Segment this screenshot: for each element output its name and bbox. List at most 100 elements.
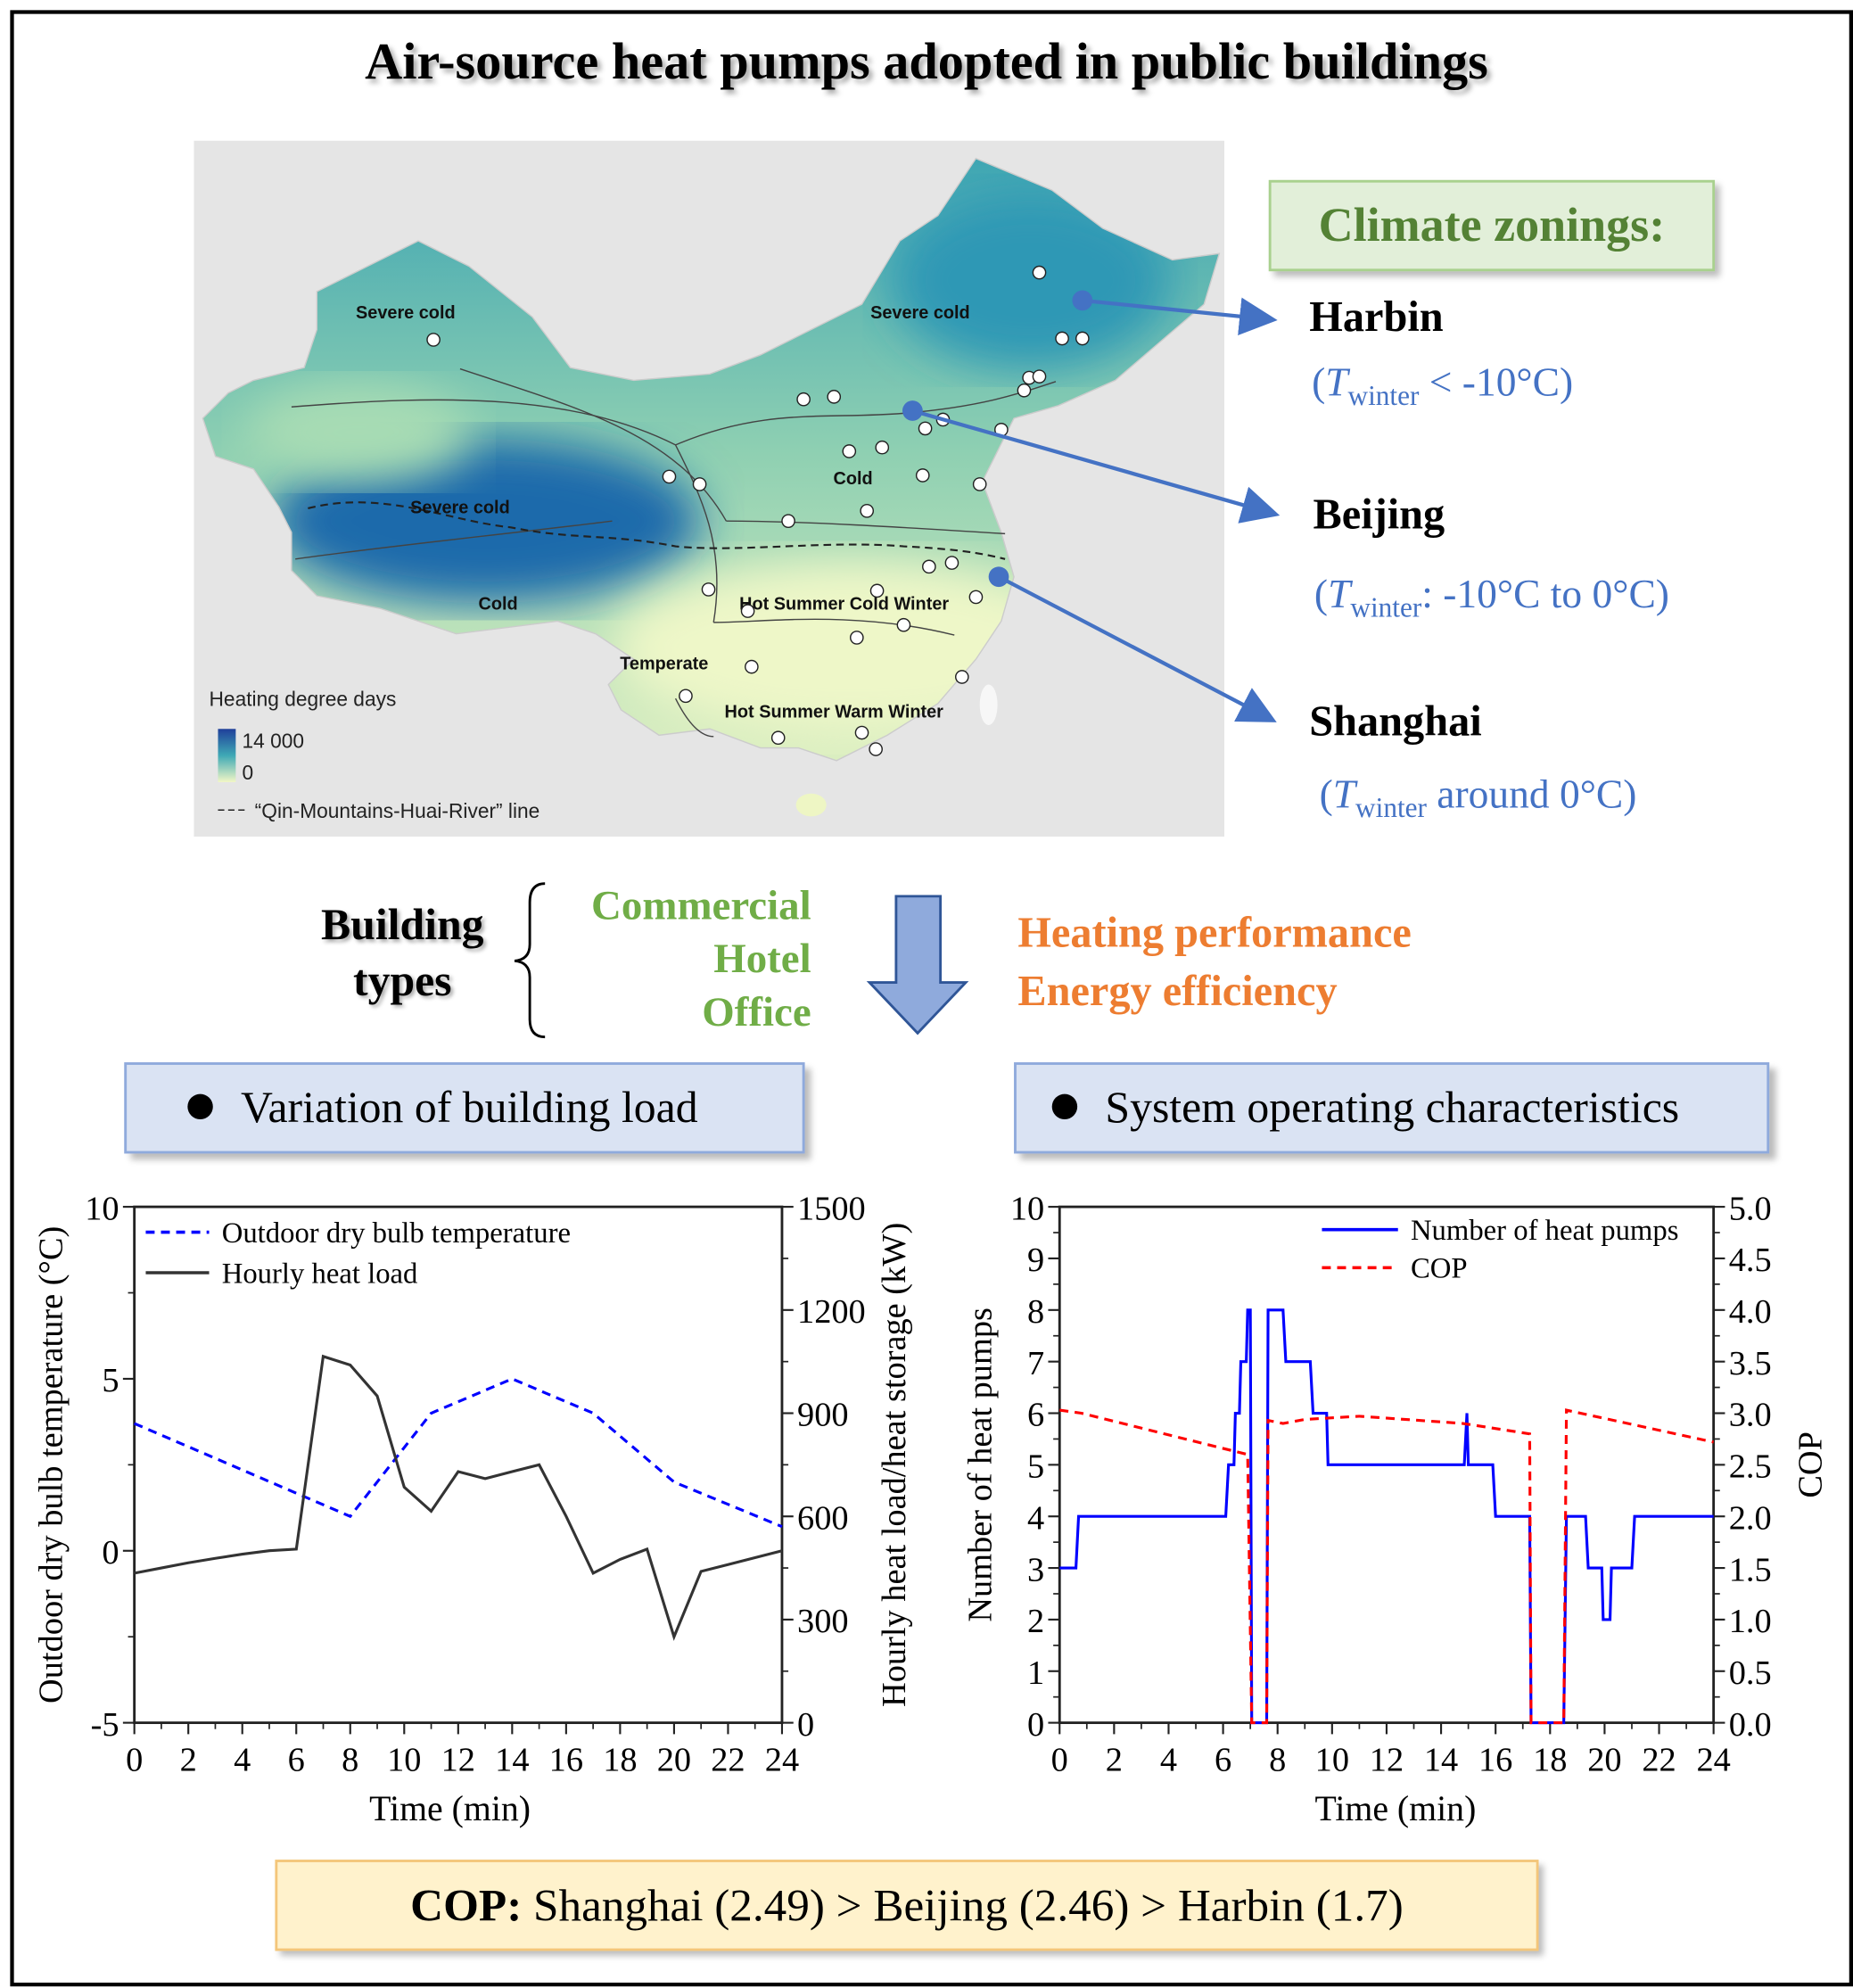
section-label: System operating characteristics: [1105, 1082, 1680, 1133]
x-tick-label: 12: [1370, 1742, 1404, 1779]
city-dot: [850, 631, 864, 645]
cop-ranking: Shanghai (2.49) > Beijing (2.46) > Harbi…: [522, 1879, 1404, 1931]
x-tick-label: 20: [1587, 1742, 1621, 1779]
y-tick-label: 5: [1027, 1448, 1044, 1486]
city-dot: [1055, 331, 1069, 346]
city-dot: [968, 590, 984, 605]
harbin-arrow: [1082, 297, 1278, 335]
t-symbol: T: [1332, 771, 1356, 817]
city-dot: [869, 742, 883, 756]
outer-frame: [10, 10, 1853, 1987]
x-tick-label: 14: [495, 1742, 529, 1779]
x-tick-label: 4: [1160, 1742, 1177, 1779]
shanghai-condition: (Twinter around 0°C): [1320, 771, 1637, 824]
legend-label: Hourly heat load: [222, 1258, 418, 1290]
y-axis-title: Outdoor dry bulb temperature (°C): [33, 1226, 70, 1703]
y2-tick-label: 2.0: [1729, 1499, 1772, 1537]
y2-tick-label: 0.0: [1729, 1706, 1772, 1744]
city-dot: [796, 392, 811, 407]
cop-label: COP:: [410, 1879, 523, 1931]
y2-tick-label: 4.5: [1729, 1241, 1772, 1279]
x-tick-label: 6: [288, 1742, 305, 1779]
y-tick-label: 10: [1010, 1190, 1044, 1227]
zone-label: Hot Summer Warm Winter: [725, 702, 944, 722]
y-tick-label: 9: [1027, 1241, 1044, 1279]
brace-icon: [514, 882, 546, 1039]
legend-max: 14 000: [242, 730, 304, 753]
city-dot: [915, 468, 930, 483]
x-tick-label: 20: [657, 1742, 691, 1779]
harbin-condition: (Twinter < -10°C): [1312, 359, 1573, 412]
x-tick-label: 24: [1696, 1742, 1730, 1779]
y2-tick-label: 1500: [797, 1190, 866, 1227]
outcome: Energy efficiency: [1017, 968, 1338, 1016]
section-label: Variation of building load: [241, 1082, 698, 1133]
beijing-condition: (Twinter: -10°C to 0°C): [1314, 571, 1669, 624]
taiwan-island: [979, 684, 998, 726]
x-tick-label: 16: [549, 1742, 583, 1779]
city-dot: [875, 440, 890, 455]
legend-line-label: “Qin-Mountains-Huai-River” line: [255, 799, 540, 822]
label-line: types: [352, 955, 452, 1006]
city-dot: [954, 670, 969, 684]
series-line-outdoor-dry-bulb-temperature: [134, 1377, 783, 1529]
climate-zonings-heading: Climate zonings:: [1268, 179, 1716, 272]
city-dot: [869, 583, 885, 598]
x-tick-label: 0: [126, 1742, 143, 1779]
building-types-label: Building types: [292, 897, 514, 1009]
beijing-marker: [902, 400, 923, 421]
y-tick-label: 1: [1027, 1654, 1044, 1692]
bullet-icon: [1051, 1093, 1078, 1119]
y2-tick-label: 1.0: [1729, 1603, 1772, 1640]
china-border: [202, 157, 1221, 762]
shanghai-marker: [988, 566, 1009, 588]
city-dot: [662, 469, 677, 484]
city-dot: [896, 617, 911, 632]
city-dot: [922, 559, 936, 574]
zone-label: Severe cold: [356, 303, 456, 323]
t-symbol: T: [1325, 359, 1348, 405]
t-symbol: T: [1328, 570, 1351, 616]
cop-conclusion: COP: Shanghai (2.49) > Beijing (2.46) > …: [275, 1860, 1539, 1951]
y-tick-label: 2: [1027, 1603, 1044, 1640]
bullet-icon: [187, 1093, 213, 1119]
city-dot: [827, 390, 842, 404]
y2-tick-label: 0: [797, 1706, 814, 1744]
zone-label: Cold: [833, 469, 872, 489]
label-line: Building: [320, 900, 484, 950]
qin-huai-line: [308, 501, 1006, 560]
x-axis-title: Time (min): [1314, 1789, 1476, 1828]
city-dot: [854, 725, 869, 740]
x-tick-label: 10: [1315, 1742, 1349, 1779]
series-line-hourly-heat-load: [134, 1354, 783, 1641]
subscript: winter: [1347, 379, 1420, 412]
y2-tick-label: 1.5: [1729, 1551, 1772, 1588]
y-tick-label: 3: [1027, 1551, 1044, 1588]
x-tick-label: 22: [1642, 1742, 1676, 1779]
y-axis-title: Number of heat pumps: [961, 1307, 999, 1622]
china-climate-map: Severe cold Severe cold Severe cold Cold…: [194, 140, 1225, 837]
city-dots: [426, 265, 1090, 756]
paren: (: [1312, 359, 1326, 405]
condition-text: : -10°C to 0°C): [1421, 570, 1669, 616]
y-tick-label: 0: [102, 1534, 119, 1571]
legend-label: Number of heat pumps: [1411, 1215, 1678, 1247]
x-tick-label: 14: [1424, 1742, 1458, 1779]
y-tick-label: 4: [1027, 1499, 1044, 1537]
section-building-load: Variation of building load: [124, 1062, 805, 1154]
x-tick-label: 12: [441, 1742, 475, 1779]
x-tick-label: 8: [1269, 1742, 1286, 1779]
condition-text: < -10°C): [1419, 359, 1574, 405]
zone-label: Severe cold: [870, 303, 970, 323]
hainan-island: [795, 793, 827, 817]
outcomes-list: Heating performance Energy efficiency: [1017, 905, 1412, 1022]
city-dot: [944, 556, 959, 570]
map-graphic: Severe cold Severe cold Severe cold Cold…: [202, 157, 1221, 822]
x-tick-label: 18: [1533, 1742, 1567, 1779]
legend-title: Heating degree days: [210, 688, 397, 711]
y-tick-label: 7: [1027, 1345, 1044, 1382]
city-dot: [1075, 331, 1090, 346]
